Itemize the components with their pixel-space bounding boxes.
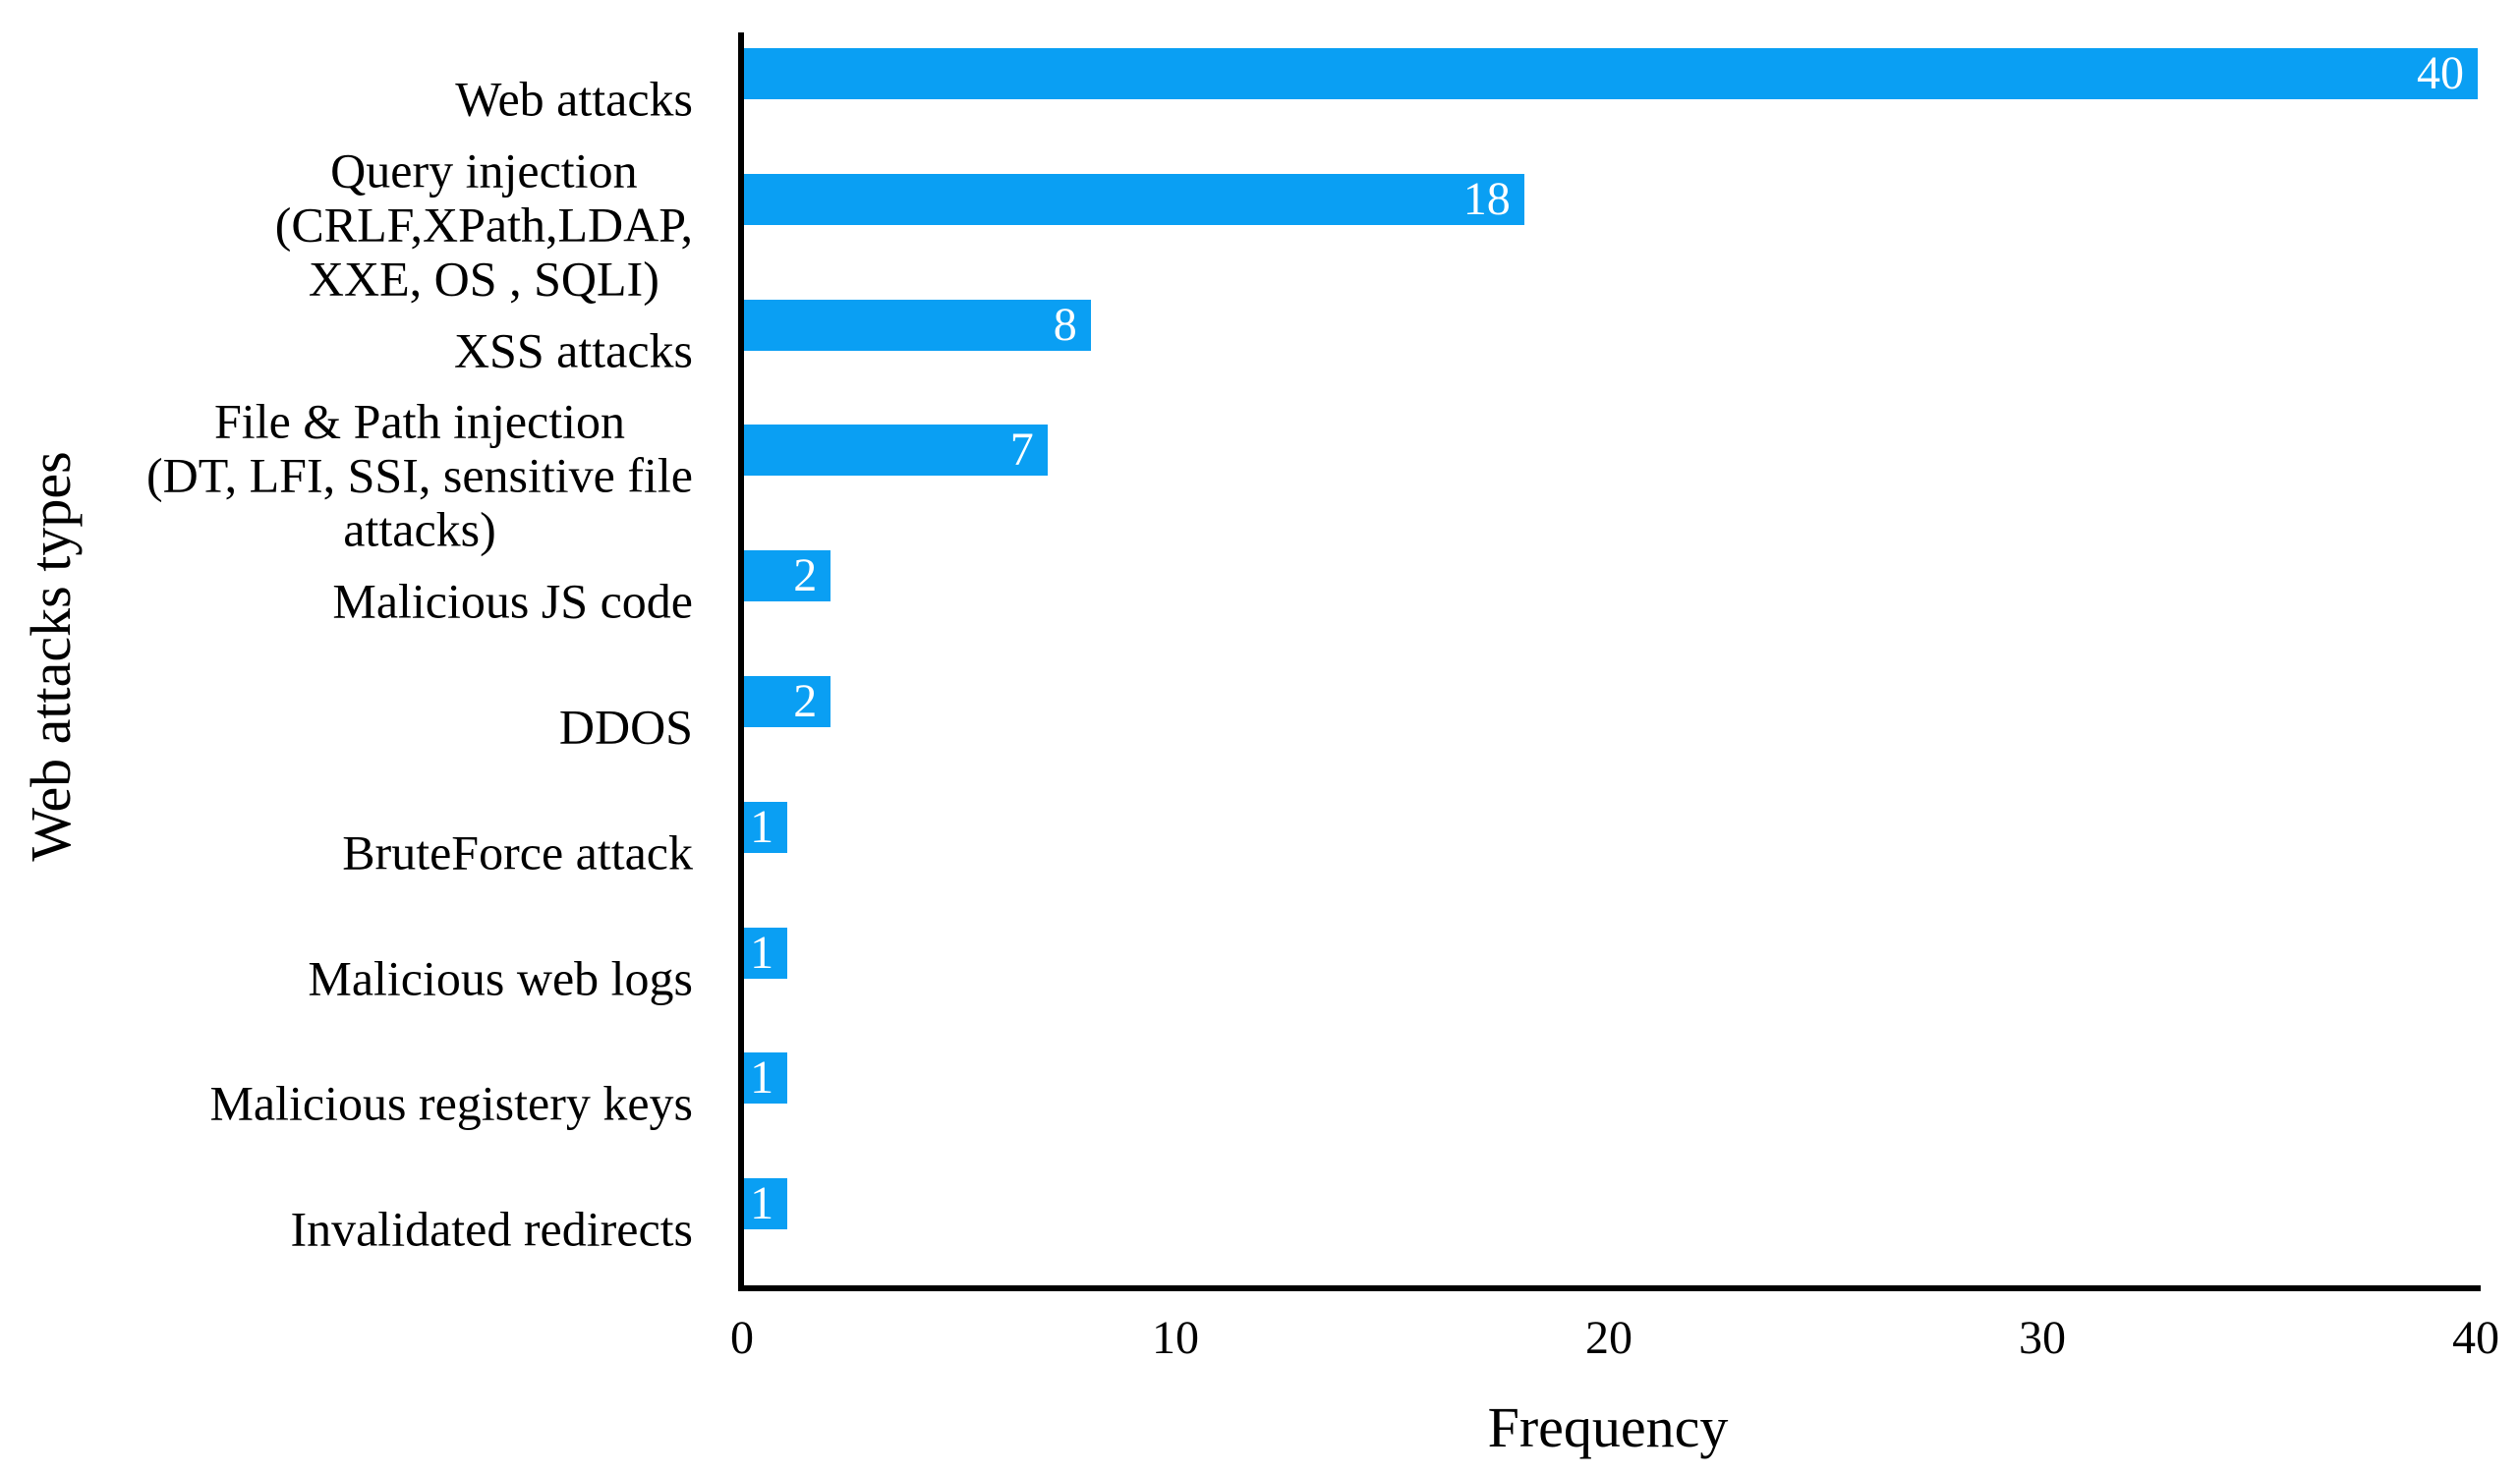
category-tick-label: DDOS <box>558 699 693 755</box>
x-tick-label: 0 <box>730 1312 754 1364</box>
category-tick-label: XSS attacks <box>454 323 693 377</box>
category-tick-label: Malicious web logs <box>308 951 693 1005</box>
bar: 1 <box>744 1051 788 1105</box>
category-tick-label: Malicious JS code <box>332 573 693 629</box>
category-label-line: attacks) <box>343 501 496 557</box>
category-tick-label: Web attacks <box>455 71 693 127</box>
category-label-line: XSS attacks <box>453 322 693 378</box>
category-tick-label: Query injection (CRLF,XPath,LDAP, XXE, OS … <box>275 143 693 306</box>
category-label-line: Malicious JS code <box>332 573 693 629</box>
bar-value-label: 8 <box>1053 298 1077 351</box>
bar-value-label: 2 <box>793 675 818 727</box>
x-tick-label: 30 <box>2019 1312 2066 1364</box>
x-axis-line <box>738 1285 2481 1291</box>
bar: 7 <box>744 424 1048 477</box>
x-axis-title: Frequency <box>1487 1395 1729 1459</box>
bar: 1 <box>744 926 788 979</box>
category-label-line: Query injection <box>330 142 638 199</box>
y-axis-title: Web attacks types <box>19 451 83 862</box>
category-label-line: XXE, OS , SQLI) <box>308 251 659 307</box>
category-label-line: BruteForce attack <box>342 824 693 880</box>
category-label-line: Invalidated redirects <box>290 1201 693 1257</box>
category-tick-label: BruteForce attack <box>342 825 693 879</box>
category-label-line: File & Path injection <box>214 393 626 449</box>
category-tick-label: Malicious registery keys <box>209 1075 693 1131</box>
category-label-line: (CRLF,XPath,LDAP, <box>274 197 693 253</box>
category-label-line: Web attacks <box>455 71 693 127</box>
bar-value-label: 1 <box>750 1177 774 1230</box>
bar: 8 <box>744 298 1091 351</box>
x-tick-label: 40 <box>2452 1312 2499 1364</box>
y-axis-line <box>738 32 744 1291</box>
bar: 40 <box>744 48 2478 99</box>
bar-value-label: 40 <box>2417 47 2464 99</box>
bar-value-label: 1 <box>750 800 774 853</box>
category-label-line: Malicious web logs <box>308 950 693 1006</box>
bar-value-label: 1 <box>750 1051 774 1105</box>
bar-value-label: 2 <box>793 549 818 602</box>
x-tick-label: 20 <box>1585 1312 1632 1364</box>
bar-value-label: 7 <box>1009 424 1034 477</box>
category-tick-label: File & Path injection (DT, LFI, SSI, sens… <box>146 393 693 557</box>
bar: 18 <box>744 172 1524 225</box>
bar: 2 <box>744 675 831 727</box>
category-tick-label: Invalidated redirects <box>290 1201 693 1257</box>
category-label-line: (DT, LFI, SSI, sensitive file <box>146 447 693 503</box>
bar: 2 <box>744 549 831 602</box>
bar: 1 <box>744 800 788 853</box>
bar-value-label: 1 <box>750 926 774 979</box>
category-label-line: Malicious registery keys <box>209 1075 693 1131</box>
x-tick-label: 10 <box>1152 1312 1199 1364</box>
bar: 1 <box>744 1177 788 1230</box>
category-label-line: DDOS <box>558 699 693 755</box>
bar-value-label: 18 <box>1462 172 1511 225</box>
